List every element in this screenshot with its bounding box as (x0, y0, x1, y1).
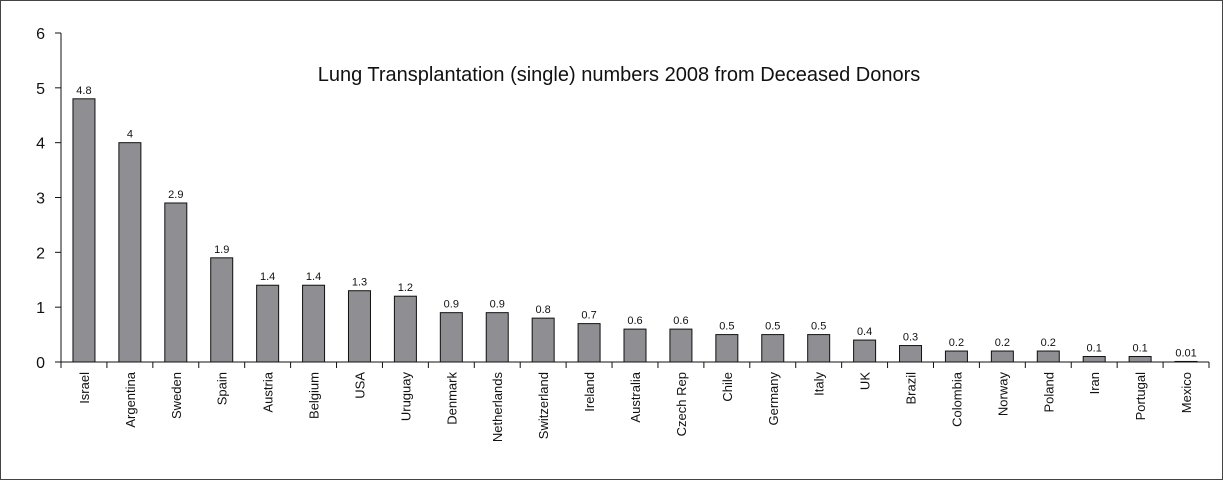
bar-poland (1036, 350, 1060, 363)
x-tick-label: Portugal (1133, 372, 1148, 421)
data-label: 2.9 (168, 189, 183, 201)
x-tick-label: Australia (628, 371, 643, 422)
bar-mexico (1174, 360, 1198, 363)
data-label: 4 (127, 129, 133, 141)
bar-uruguay (393, 295, 417, 363)
data-label: 4.8 (76, 85, 91, 97)
bar-switzerland (531, 317, 555, 363)
x-tick-label: Brazil (904, 372, 919, 405)
x-tick-label: Germany (766, 372, 781, 426)
bar-portugal (1128, 356, 1152, 363)
x-tick-label: Czech Rep (674, 372, 689, 436)
bar-iran (1082, 356, 1106, 363)
y-tick-label: 2 (36, 245, 45, 262)
x-tick-label: Norway (995, 372, 1010, 417)
x-tick-label: UK (858, 372, 873, 390)
bar-argentina (118, 142, 142, 363)
y-tick-label: 5 (36, 81, 45, 98)
bar-norway (990, 350, 1014, 363)
x-tick-label: Mexico (1179, 372, 1194, 413)
bar-netherlands (485, 312, 509, 363)
data-label: 0.3 (903, 332, 918, 344)
bar-israel (72, 98, 96, 363)
x-tick-label: Sweden (169, 372, 184, 419)
bars (72, 98, 1198, 363)
data-label: 0.8 (536, 304, 551, 316)
y-tick-label: 3 (36, 191, 45, 208)
x-axis (60, 361, 1210, 368)
data-label: 0.01 (1175, 347, 1196, 359)
y-tick-label: 6 (36, 26, 45, 43)
x-tick-label: Chile (720, 372, 735, 402)
data-label: 1.2 (398, 282, 413, 294)
chart-title: Lung Transplantation (single) numbers 20… (318, 64, 921, 86)
x-tick-label: Denmark (444, 372, 459, 425)
bar-spain (210, 257, 234, 363)
data-label: 0.1 (1087, 343, 1102, 355)
bar-colombia (944, 350, 968, 363)
data-label: 0.9 (490, 299, 505, 311)
data-label: 0.6 (673, 315, 688, 327)
bar-belgium (302, 284, 326, 363)
y-tick-label: 1 (36, 300, 45, 317)
bar-denmark (439, 312, 463, 363)
bar-chile (715, 334, 739, 363)
bar-ireland (577, 323, 601, 363)
data-label: 0.2 (995, 337, 1010, 349)
bar-uk (853, 339, 877, 363)
bar-germany (761, 334, 785, 363)
data-label: 1.3 (352, 277, 367, 289)
bar-czech-rep (669, 328, 693, 363)
x-tick-label: Netherlands (490, 372, 505, 443)
data-label: 0.5 (811, 321, 826, 333)
x-tick-label: Spain (215, 372, 230, 405)
data-label: 0.5 (765, 321, 780, 333)
data-label: 0.4 (857, 326, 872, 338)
value-labels: 4.8 4 2.9 1.9 1.4 1.4 1.3 1.2 0.9 0.9 0.8 0.7 0.6 0.6… (76, 85, 1196, 360)
x-tick-label: Belgium (307, 372, 322, 419)
x-tick-label: Austria (261, 371, 276, 412)
data-label: 0.2 (949, 337, 964, 349)
data-label: 0.7 (581, 310, 596, 322)
data-label: 0.9 (444, 299, 459, 311)
data-label: 0.6 (627, 315, 642, 327)
x-tick-label: USA (352, 372, 367, 399)
data-label: 0.1 (1132, 343, 1147, 355)
x-tick-label: Colombia (949, 371, 964, 427)
x-tick-label: Iran (1087, 372, 1102, 394)
x-tick-label: Poland (1041, 372, 1056, 412)
x-tick-labels: Israel Argentina Sweden Spain Austria Belgium… (77, 371, 1194, 442)
bar-usa (347, 290, 371, 363)
y-tick-label: 0 (36, 355, 45, 372)
x-tick-label: Italy (812, 372, 827, 396)
x-tick-label: Uruguay (398, 372, 413, 422)
data-label: 0.5 (719, 321, 734, 333)
bar-sweden (164, 202, 188, 363)
x-tick-label: Switzerland (536, 372, 551, 439)
x-tick-label: Argentina (123, 371, 138, 427)
bar-italy (807, 334, 831, 363)
bar-australia (623, 328, 647, 363)
data-label: 1.9 (214, 244, 229, 256)
data-label: 1.4 (260, 271, 275, 283)
data-label: 0.2 (1041, 337, 1056, 349)
bar-austria (256, 284, 280, 363)
x-tick-label: Ireland (582, 372, 597, 412)
bar-brazil (899, 345, 923, 363)
data-label: 1.4 (306, 271, 321, 283)
y-tick-label: 4 (36, 136, 45, 153)
x-tick-label: Israel (77, 372, 92, 404)
y-axis: 0 1 2 3 4 5 6 (36, 26, 62, 372)
